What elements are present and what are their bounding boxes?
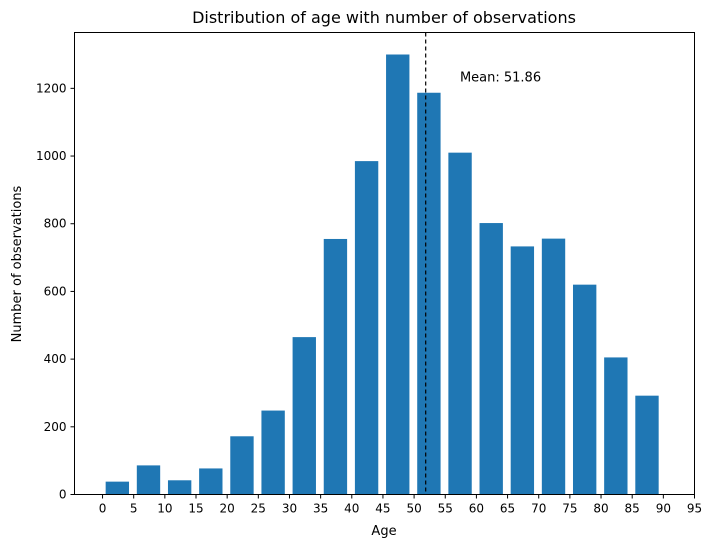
y-tick-label: 0 xyxy=(59,488,67,502)
x-tick-label: 40 xyxy=(344,502,359,516)
x-tick-label: 0 xyxy=(99,502,107,516)
x-tick-label: 60 xyxy=(469,502,484,516)
x-tick-label: 5 xyxy=(130,502,138,516)
x-tick-label: 50 xyxy=(406,502,421,516)
y-tick-label: 200 xyxy=(44,420,67,434)
bar-4 xyxy=(230,436,254,495)
y-axis-label: Number of observations xyxy=(10,185,25,342)
bar-2 xyxy=(167,480,192,495)
x-axis-label: Age xyxy=(371,524,396,539)
x-tick-label: 65 xyxy=(500,502,515,516)
bar-9 xyxy=(386,54,410,495)
x-tick-label: 85 xyxy=(625,502,640,516)
x-tick-label: 80 xyxy=(593,502,608,516)
y-tick-label: 400 xyxy=(44,352,67,366)
x-tick-label: 35 xyxy=(313,502,328,516)
x-tick-label: 30 xyxy=(282,502,297,516)
bar-6 xyxy=(292,337,316,495)
bar-0 xyxy=(105,481,130,495)
x-axis-ticks: 0 5 10 15 20 25 30 35 40 45 50 55 60 65 70 75 80 85 90 95 xyxy=(99,494,702,516)
x-tick-label: 10 xyxy=(157,502,172,516)
bar-11 xyxy=(448,152,472,495)
x-tick-label: 70 xyxy=(531,502,546,516)
x-tick-label: 45 xyxy=(375,502,390,516)
bar-15 xyxy=(572,284,597,495)
x-tick-label: 75 xyxy=(562,502,577,516)
bar-7 xyxy=(323,238,348,495)
chart-title: Distribution of age with number of obser… xyxy=(192,8,576,27)
bar-16 xyxy=(604,357,628,495)
x-tick-label: 90 xyxy=(656,502,671,516)
y-tick-label: 1200 xyxy=(36,81,67,95)
bar-14 xyxy=(541,238,566,495)
bar-12 xyxy=(479,223,503,495)
plot-frame xyxy=(74,32,695,495)
x-tick-label: 95 xyxy=(687,502,702,516)
bars-group xyxy=(105,54,659,495)
bar-3 xyxy=(199,468,223,495)
y-tick-label: 800 xyxy=(44,217,67,231)
y-tick-label: 1000 xyxy=(36,149,67,163)
x-tick-label: 20 xyxy=(220,502,235,516)
x-tick-label: 15 xyxy=(188,502,203,516)
x-tick-label: 55 xyxy=(438,502,453,516)
bar-10 xyxy=(417,92,441,495)
bar-5 xyxy=(261,410,285,495)
mean-label: Mean: 51.86 xyxy=(460,71,541,86)
x-tick-label: 25 xyxy=(251,502,266,516)
y-tick-label: 600 xyxy=(44,284,67,298)
bar-8 xyxy=(354,161,379,495)
y-axis-ticks: 0 200 400 600 800 1000 1200 xyxy=(36,81,75,502)
bar-17 xyxy=(635,395,659,495)
bar-1 xyxy=(136,465,161,495)
bar-13 xyxy=(510,246,535,495)
